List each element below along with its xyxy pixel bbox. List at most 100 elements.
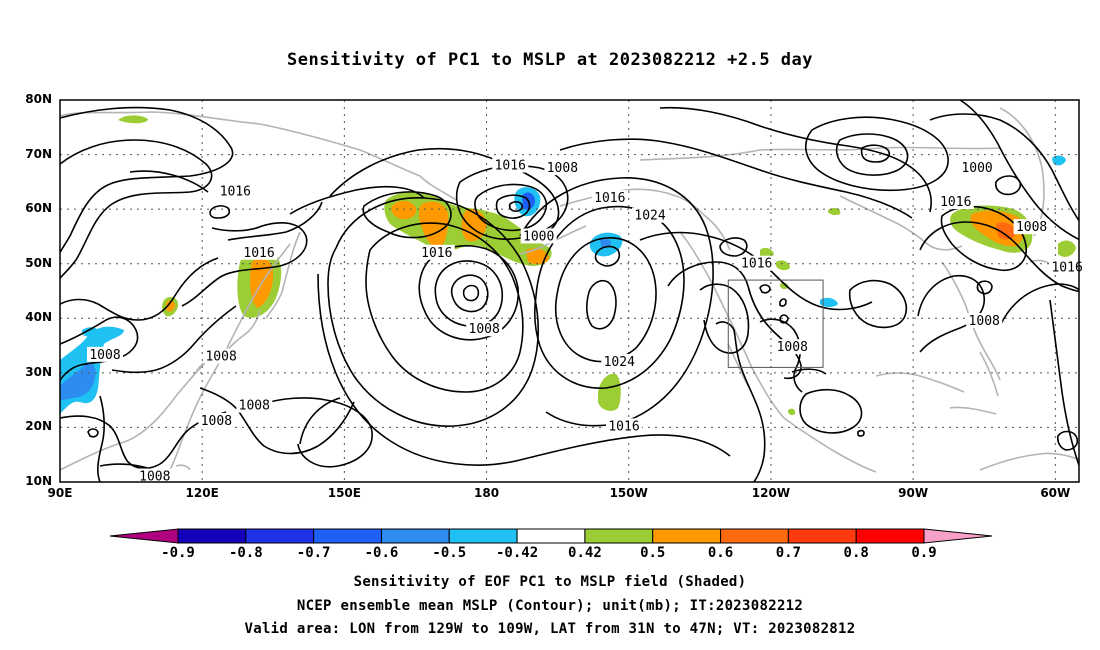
contour-na-small-loop [759, 284, 771, 294]
shade-gulf-green [788, 408, 796, 416]
contour-south-asia-1008 [97, 395, 105, 482]
colorbar-label-3: -0.6 [364, 545, 399, 561]
contour-dateline-low-inner [450, 274, 489, 313]
caption-line-1: Sensitivity of EOF PC1 to MSLP field (Sh… [353, 574, 747, 590]
contour-label-13: 1000 [961, 161, 992, 176]
contour-label-4: 1016 [594, 191, 625, 206]
colorbar-high-triangle [923, 528, 993, 544]
shade-bering-orange [391, 200, 417, 220]
contour-pacific-1016 [327, 197, 540, 427]
contour-kamchatka-1016 [227, 201, 323, 241]
caption-line-3: Valid area: LON from 129W to 109W, LAT f… [244, 621, 856, 637]
contour-east-asia-1016 [181, 222, 308, 307]
contour-asia-loop-small [87, 428, 99, 438]
colorbar [109, 528, 993, 544]
shade-na-green-2 [776, 260, 790, 271]
contour-label-22: 1008 [201, 414, 232, 429]
contour-label-6: 1016 [421, 246, 452, 261]
lon-label-5: 120W [751, 486, 791, 500]
lon-label-6: 90W [898, 486, 929, 500]
contour-label-bg-1 [241, 244, 278, 260]
contour-label-15: 1008 [969, 314, 1000, 329]
contour-label-bg-3 [544, 160, 581, 176]
contour-label-10: 1016 [608, 419, 639, 434]
shade-gulf-alaska-darkblue [600, 237, 611, 248]
coast-cuba [949, 406, 997, 415]
contour-wpac-1008 [299, 397, 341, 445]
shade-labrador-darkorange [996, 222, 1016, 240]
colorbar-label-10: 0.8 [843, 545, 869, 561]
contour-east-us-1016 [917, 274, 985, 353]
contour-label-8: 1008 [469, 322, 500, 337]
contour-na-1008-box [699, 283, 750, 354]
shade-arctic-green [118, 115, 148, 124]
coast-china [60, 361, 207, 471]
contour-atlantic-loop-2 [1057, 430, 1079, 451]
coast-arctic-na [639, 146, 1001, 161]
contour-label-17: 1016 [1051, 261, 1082, 276]
colorbar-box-7 [652, 528, 722, 544]
contour-label-7: 1000 [523, 229, 554, 244]
contour-greenland-1008 [929, 113, 1079, 222]
plot-frame [59, 99, 1080, 483]
coast-alaska-peninsula [519, 225, 587, 255]
contour-label-bg-21 [236, 397, 273, 413]
colorbar-box-6 [584, 528, 654, 544]
contour-label-bg-12 [774, 339, 811, 355]
contour-labels: 1016 1016 1016 1008 1016 1024 1016 1000 1008 1024… [87, 157, 1086, 485]
contour-label-bg-23 [136, 468, 173, 484]
caption-line-2: NCEP ensemble mean MSLP (Contour); unit(… [296, 598, 804, 614]
contour-arctic-992 [860, 144, 891, 163]
contour-aleutian-992 [495, 194, 531, 219]
shade-central-pacific-green [598, 373, 621, 411]
colorbar-label-6: 0.42 [568, 545, 602, 561]
contour-label-5: 1024 [634, 209, 665, 224]
contour-asia-1008-b [60, 257, 219, 321]
lat-label-1: 70N [25, 146, 52, 161]
contour-atlantic-1016 [999, 283, 1079, 327]
lat-label-2: 60N [25, 201, 52, 216]
colorbar-low-triangle [109, 528, 179, 544]
contour-label-bg-17 [1049, 259, 1086, 275]
contour-greenland-1016 [959, 100, 1079, 241]
contour-hudson-1008 [848, 279, 908, 329]
coast-russia-pacific [163, 243, 291, 482]
contour-china-1008 [60, 411, 227, 470]
contour-label-bg-14 [937, 194, 974, 210]
lat-label-3: 50N [25, 255, 52, 270]
contour-label-bg-20 [203, 348, 240, 364]
lat-label-7: 10N [25, 474, 52, 488]
coast-mexico [783, 417, 877, 473]
shade-okhotsk-orange [166, 300, 175, 312]
contour-label-23: 1008 [139, 470, 170, 485]
contour-labrador-1016 [919, 221, 1079, 293]
contour-dateline-low-outer [418, 245, 519, 341]
lon-label-4: 150W [609, 486, 648, 500]
colorbar-box-3 [380, 528, 450, 544]
contour-nwpac-1016 [289, 185, 425, 215]
contour-asia-1008-a [60, 316, 139, 383]
coast-hudson [839, 195, 963, 251]
contour-arctic-1000-outer [805, 116, 949, 192]
contour-asia-1016-north [60, 106, 234, 254]
lat-label-5: 30N [25, 364, 52, 379]
plot-title: Sensitivity of PC1 to MSLP at 2023082212… [286, 50, 813, 70]
contour-canada-loop [719, 237, 748, 257]
coast-asia-north [60, 111, 457, 201]
contour-label-20: 1008 [205, 349, 236, 364]
contour-na-1008-east [759, 318, 803, 393]
coast-kamchatka [265, 231, 301, 319]
contour-caribbean-1008 [799, 388, 863, 434]
contour-label-bg-8 [466, 321, 503, 337]
shade-aleutian-orange [526, 248, 549, 265]
lon-label-7: 60W [1040, 486, 1071, 500]
contour-arctic-1016 [559, 138, 913, 219]
shade-bering-orange-2 [418, 201, 449, 252]
contour-asia-1016-inner [60, 139, 213, 279]
contour-label-2: 1016 [495, 158, 526, 173]
contour-label-bg-15 [966, 313, 1003, 329]
contour-label-bg-11 [738, 255, 775, 271]
contour-atlantic-1016-b [1049, 299, 1079, 468]
shade-china-blue-2 [82, 327, 100, 337]
